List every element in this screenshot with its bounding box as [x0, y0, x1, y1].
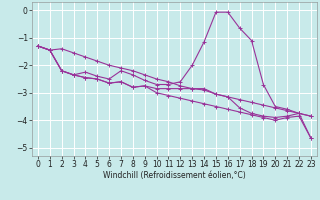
X-axis label: Windchill (Refroidissement éolien,°C): Windchill (Refroidissement éolien,°C)	[103, 171, 246, 180]
